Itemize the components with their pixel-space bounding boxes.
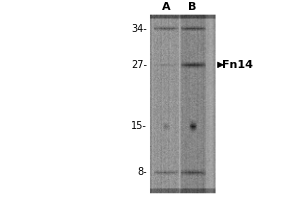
Text: 8-: 8- xyxy=(137,167,147,177)
Text: 27-: 27- xyxy=(131,60,147,70)
Text: Fn14: Fn14 xyxy=(222,60,253,70)
Text: 15-: 15- xyxy=(131,121,147,131)
Text: B: B xyxy=(188,2,197,12)
Text: 34-: 34- xyxy=(131,24,147,34)
Text: A: A xyxy=(161,2,170,12)
